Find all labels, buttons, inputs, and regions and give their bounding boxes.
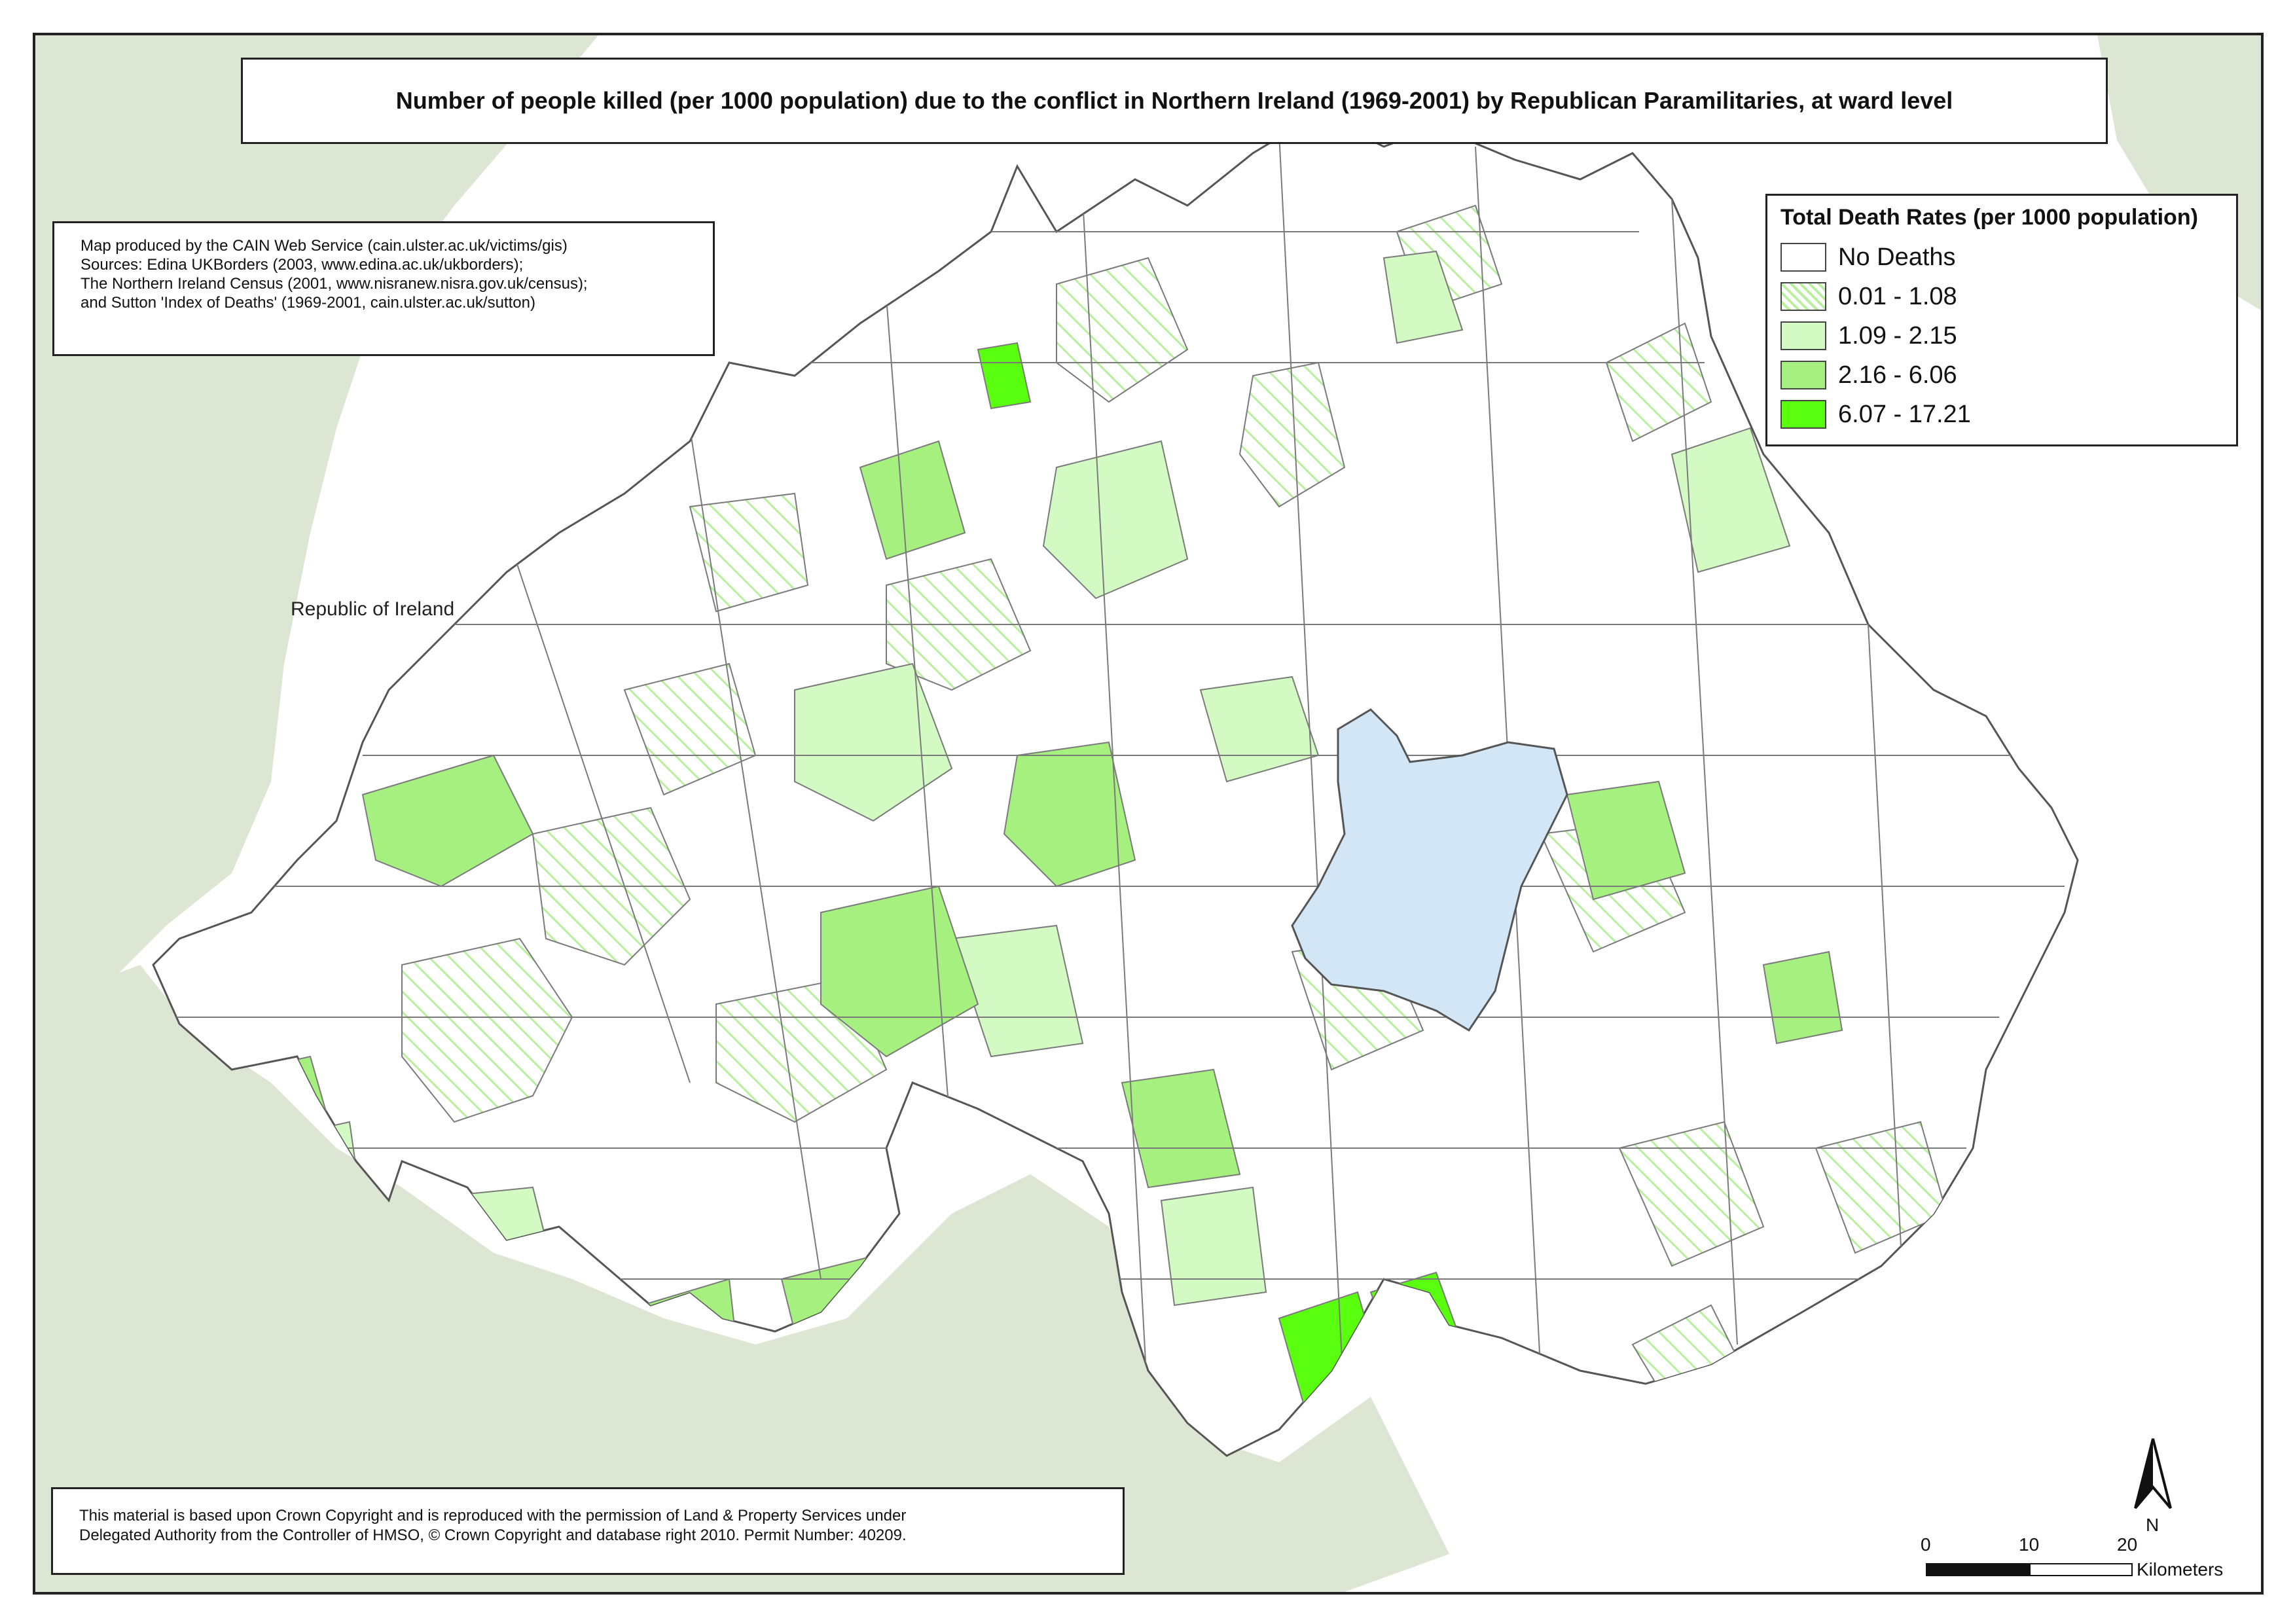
ward-hatched [1238, 361, 1346, 508]
ward-light [1042, 440, 1189, 600]
legend-item-light: 1.09 - 2.15 [1780, 320, 1957, 352]
scale-tick: 20 [2117, 1534, 2138, 1555]
ward-medium [820, 885, 979, 1058]
scale-segment-filled [1926, 1563, 2031, 1576]
credit-line: and Sutton 'Index of Deaths' (1969-2001,… [81, 294, 535, 312]
legend: Total Death Rates (per 1000 population) … [1765, 194, 2238, 446]
scale-unit: Kilometers [2137, 1559, 2224, 1579]
legend-swatch [1780, 321, 1826, 350]
legend-label: 1.09 - 2.15 [1838, 321, 1957, 350]
legend-label: 2.16 - 6.06 [1838, 361, 1957, 389]
place-label-republic-of-ireland: Republic of Ireland [291, 598, 455, 620]
republic-land-south [35, 965, 1449, 1592]
legend-item-no-deaths: No Deaths [1780, 242, 1956, 273]
ward-hatched [689, 492, 809, 613]
legend-swatch [1780, 243, 1826, 272]
copyright-line: Delegated Authority from the Controller … [79, 1526, 907, 1544]
north-arrow: N [2130, 1436, 2176, 1535]
ward-light [794, 662, 953, 822]
legend-swatch [1780, 361, 1826, 389]
ward-light [1160, 1186, 1267, 1307]
ward-light [1671, 427, 1791, 573]
ward-dark [977, 342, 1032, 410]
legend-item-medium: 2.16 - 6.06 [1780, 359, 1957, 391]
legend-swatch [1780, 282, 1826, 311]
credit-line: The Northern Ireland Census (2001, www.n… [81, 275, 588, 293]
legend-label: 6.07 - 17.21 [1838, 400, 1971, 428]
ward-medium [1003, 741, 1136, 888]
map-frame: Number of people killed (per 1000 popula… [33, 33, 2264, 1595]
credit-line: Sources: Edina UKBorders (2003, www.edin… [81, 256, 524, 274]
credit-box: Map produced by the CAIN Web Service (ca… [52, 221, 715, 356]
legend-label: No Deaths [1838, 243, 1956, 271]
ward-medium [1762, 950, 1843, 1045]
legend-item-dark: 6.07 - 17.21 [1780, 399, 1971, 430]
credit-line: Map produced by the CAIN Web Service (ca… [81, 237, 568, 255]
north-arrow-icon [2134, 1438, 2172, 1509]
copyright-line: This material is based upon Crown Copyri… [79, 1507, 907, 1525]
north-label: N [2146, 1515, 2159, 1535]
ward-hatched [1605, 322, 1712, 442]
legend-swatch [1780, 400, 1826, 429]
scale-tick: 0 [1921, 1534, 1931, 1555]
legend-label: 0.01 - 1.08 [1838, 282, 1957, 310]
scale-tick: 10 [2019, 1534, 2040, 1555]
ward-medium [1566, 780, 1686, 901]
ward-light [1382, 250, 1464, 344]
ward-hatched [1618, 1121, 1765, 1267]
ward-medium [1121, 1068, 1241, 1189]
lough-neagh [1291, 708, 1568, 1032]
ward-medium [859, 440, 966, 560]
scale-bar: 0 10 20 Kilometers [1921, 1534, 2248, 1580]
ward-hatched [1056, 257, 1189, 403]
ward-hatched [401, 937, 573, 1123]
copyright-box: This material is based upon Crown Copyri… [51, 1487, 1125, 1575]
map-title-text: Number of people killed (per 1000 popula… [395, 87, 1953, 114]
scale-segment-empty [2029, 1563, 2133, 1576]
ward-medium [361, 754, 534, 888]
map-title: Number of people killed (per 1000 popula… [241, 58, 2108, 144]
legend-title: Total Death Rates (per 1000 population) [1780, 205, 2198, 230]
legend-item-hatched: 0.01 - 1.08 [1780, 281, 1957, 312]
